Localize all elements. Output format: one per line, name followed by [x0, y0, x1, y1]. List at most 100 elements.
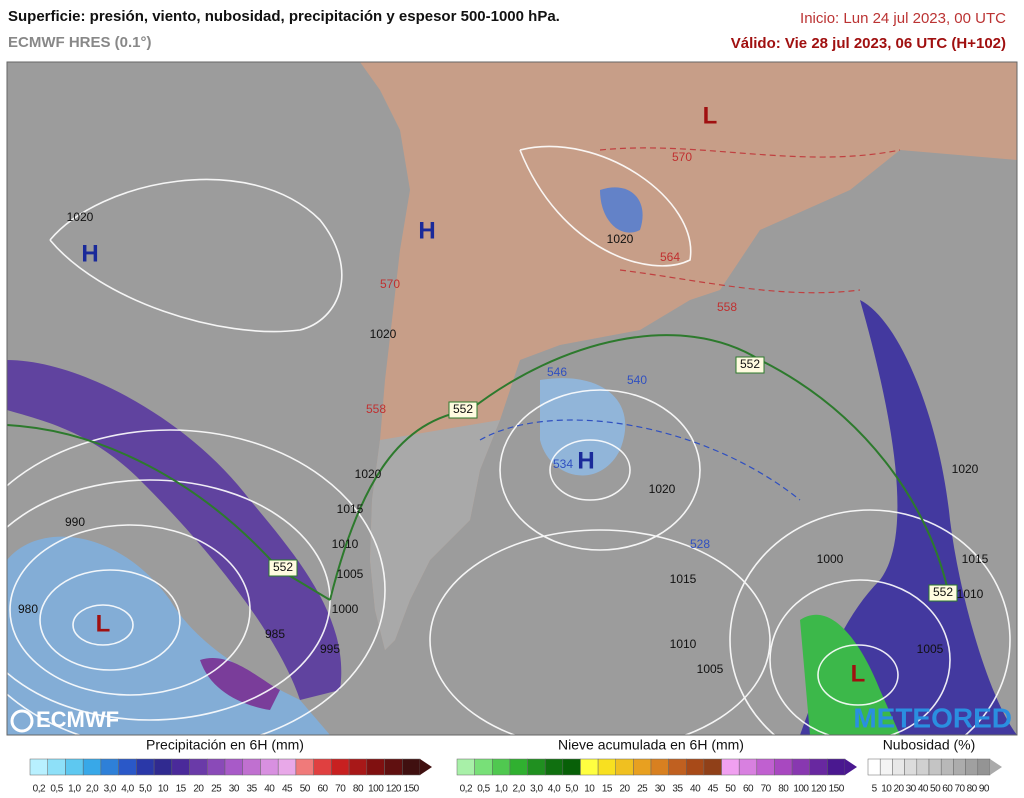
legend-swatch: [402, 758, 421, 776]
legend-swatch: [118, 758, 137, 776]
model-name: ECMWF HRES (0.1°): [8, 34, 152, 51]
ecmwf-logo: ECMWF: [36, 707, 119, 732]
valid-time: Válido: Vie 28 jul 2023, 06 UTC (H+102): [730, 35, 1006, 52]
legend-swatch: [313, 758, 332, 776]
legend-tick-label: 0,2: [460, 784, 473, 795]
legend-swatch: [492, 758, 511, 776]
legend-tick-label: 3,0: [530, 784, 543, 795]
legend-tick-label: 5,0: [139, 784, 152, 795]
legend-tick-label: 15: [176, 784, 187, 795]
legend-swatch: [295, 758, 314, 776]
legend-swatch: [615, 758, 634, 776]
legend-swatch: [703, 758, 722, 776]
legend-swatch: [791, 758, 810, 776]
legend-tick-label: 100: [793, 784, 809, 795]
thickness-label-box: [735, 356, 765, 374]
init-time: Inicio: Lun 24 jul 2023, 00 UTC: [800, 10, 1006, 27]
ecmwf-icon: [10, 709, 34, 733]
isobar-label: 1020: [607, 232, 634, 246]
legend-tick-label: 120: [811, 784, 827, 795]
isobars: [7, 145, 1011, 735]
thickness-label: 534: [553, 457, 573, 471]
legend-swatch: [827, 758, 846, 776]
legend-tick-label: 10: [584, 784, 595, 795]
legend-tick-label: 60: [942, 784, 953, 795]
legend-tick-label: 3,0: [104, 784, 117, 795]
legend-tick-label: 120: [386, 784, 402, 795]
legend-tick-label: 80: [353, 784, 364, 795]
thickness-label: 558: [366, 402, 386, 416]
legend-tick-label: 0,2: [33, 784, 46, 795]
thickness-label: 552: [933, 585, 953, 599]
legend-tick-label: 60: [743, 784, 754, 795]
legend-swatch: [47, 758, 66, 776]
legend-arrow: [990, 759, 1002, 775]
isobar-label: 1020: [370, 327, 397, 341]
isobar-label: 985: [265, 627, 285, 641]
legend-swatch: [892, 758, 905, 776]
legend-tick-label: 0,5: [50, 784, 63, 795]
legend-tick-label: 4,0: [548, 784, 561, 795]
pressure-center: H: [577, 447, 594, 474]
legend-swatch: [650, 758, 669, 776]
thickness-label-box: [268, 559, 298, 577]
legend-tick-label: 70: [335, 784, 346, 795]
thickness-label: 546: [547, 365, 567, 379]
thickness-label: 552: [453, 402, 473, 416]
pressure-center: H: [418, 217, 435, 244]
legend-title: Nubosidad (%): [883, 737, 976, 753]
legend-title: Precipitación en 6H (mm): [146, 737, 304, 753]
precip-area: [600, 187, 643, 233]
pressure-center: L: [703, 102, 718, 129]
legend-tick-label: 80: [778, 784, 789, 795]
land: [360, 62, 1017, 650]
legend-swatch: [940, 758, 954, 776]
legend-tick-label: 35: [247, 784, 258, 795]
legend-tick-label: 25: [637, 784, 648, 795]
legend-tick-label: 20: [619, 784, 630, 795]
legend-tick-label: 30: [655, 784, 666, 795]
legend-swatch: [527, 758, 546, 776]
legend-tick-label: 100: [368, 784, 384, 795]
legend-tick-label: 0,5: [477, 784, 490, 795]
isobar-label: 1010: [957, 587, 984, 601]
legend-swatch: [928, 758, 942, 776]
legend-swatch: [774, 758, 793, 776]
legend-tick-label: 1,0: [68, 784, 81, 795]
legend-swatch: [580, 758, 599, 776]
isobar-label: 1000: [817, 552, 844, 566]
legend-swatch: [277, 758, 297, 776]
isobar-label: 1010: [670, 637, 697, 651]
thickness-label: 528: [690, 537, 710, 551]
legend-swatch: [686, 758, 705, 776]
legend-tick-label: 90: [979, 784, 990, 795]
isobar-label: 995: [320, 642, 340, 656]
isobar-label: 1015: [962, 552, 989, 566]
legend-tick-label: 70: [761, 784, 772, 795]
legend-swatch: [721, 758, 740, 776]
legend-swatch: [348, 758, 368, 776]
legend-swatch: [242, 758, 261, 776]
legend-swatch: [562, 758, 581, 776]
legend-tick-label: 30: [229, 784, 240, 795]
legend-tick-label: 5: [872, 784, 878, 795]
legend-tick-label: 40: [918, 784, 929, 795]
snow-area: [800, 614, 900, 735]
legend-swatch: [207, 758, 226, 776]
isobar-label: 1000: [332, 602, 359, 616]
legend-swatch: [809, 758, 828, 776]
meteored-logo: METEORED: [853, 702, 1012, 733]
legend-swatch: [756, 758, 775, 776]
legend-swatch: [171, 758, 190, 776]
legend-swatch: [153, 758, 173, 776]
legend-swatch: [867, 758, 881, 776]
legend-tick-label: 35: [672, 784, 683, 795]
legend-swatch: [904, 758, 918, 776]
legend-tick-label: 2,0: [513, 784, 526, 795]
legend-tick-label: 30: [906, 784, 917, 795]
thickness-line: [479, 419, 801, 501]
legend-tick-label: 70: [954, 784, 965, 795]
legend-tick-label: 40: [690, 784, 701, 795]
